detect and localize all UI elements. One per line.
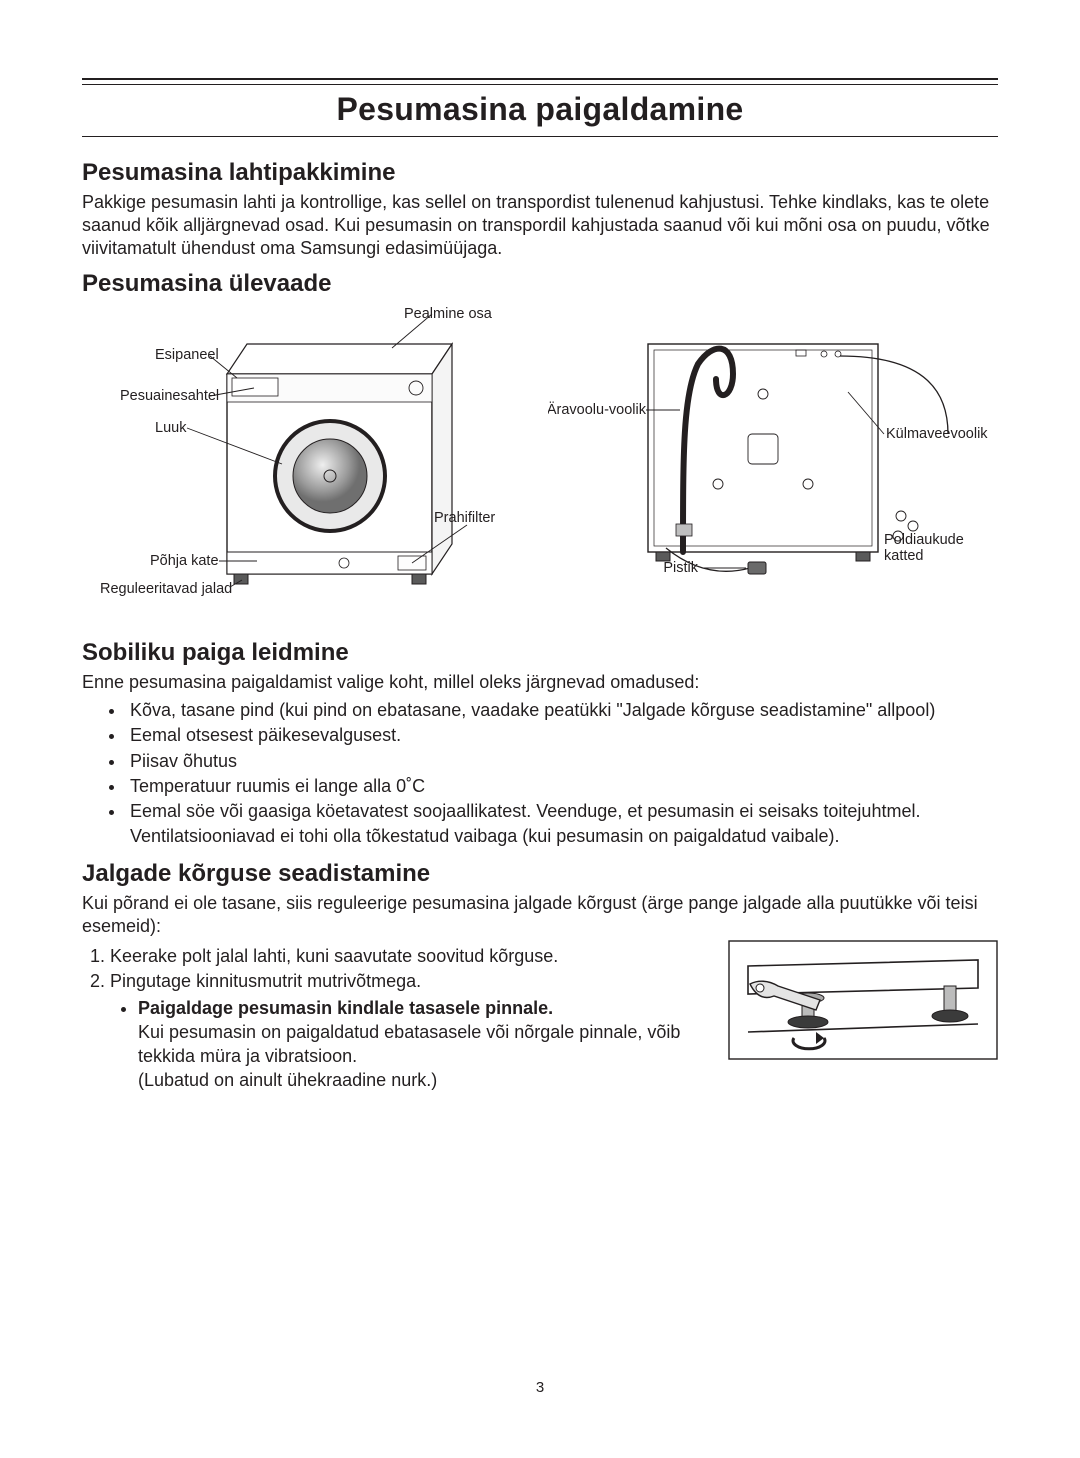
front-view-diagram: Esipaneel Pesuainesahtel Luuk Põhja kate… [82, 304, 522, 619]
rear-view-diagram: Äravoolu-voolik Külmaveevoolik Pistik Pi… [548, 304, 988, 619]
title-underline [82, 136, 998, 137]
label-pesuainesahtel: Pesuainesahtel [120, 388, 219, 404]
page-title: Pesumasina paigaldamine [82, 91, 998, 128]
document-page: Pesumasina paigaldamine Pesumasina lahti… [0, 0, 1080, 1436]
list-item: Paigaldage pesumasin kindlale tasasele p… [138, 996, 710, 1093]
step-2-text: Pingutage kinnitusmutrit mutrivõtmega. [110, 971, 421, 991]
label-reguleeritavad-jalad: Reguleeritavad jalad [100, 581, 232, 597]
intro-location: Enne pesumasina paigaldamist valige koht… [82, 671, 998, 694]
list-item: Keerake polt jalal lahti, kuni saavutate… [110, 944, 710, 968]
label-luuk: Luuk [155, 420, 187, 436]
location-bullets: Kõva, tasane pind (kui pind on ebatasane… [82, 698, 998, 848]
label-prahifilter: Prahifilter [434, 510, 495, 526]
top-double-rule [82, 78, 998, 85]
label-esipaneel: Esipaneel [155, 347, 219, 363]
list-item: Pingutage kinnitusmutrit mutrivõtmega. P… [110, 969, 710, 1092]
heading-overview: Pesumasina ülevaade [82, 270, 998, 298]
levelling-steps: Keerake polt jalal lahti, kuni saavutate… [82, 944, 710, 1093]
step-2b-bold: Paigaldage pesumasin kindlale tasasele p… [138, 998, 553, 1018]
list-item: Eemal söe või gaasiga köetavatest soojaa… [126, 799, 998, 848]
label-pohja-kate: Põhja kate [150, 553, 219, 569]
page-number: 3 [82, 1379, 998, 1396]
label-kulmaveevolik: Külmaveevoolik [886, 426, 988, 442]
label-aravoolu-voolik: Äravoolu-voolik [548, 401, 647, 418]
label-pealmine-osa: Pealmine osa [404, 306, 493, 322]
list-item: Temperatuur ruumis ei lange alla 0˚C [126, 774, 998, 798]
step-2b-body: Kui pesumasin on paigaldatud ebatasasele… [138, 1022, 680, 1066]
list-item: Eemal otsesest päikesevalgusest. [126, 723, 998, 747]
step-2b-note: (Lubatud on ainult ühekraadine nurk.) [138, 1070, 437, 1090]
list-item: Piisav õhutus [126, 749, 998, 773]
heading-unpacking: Pesumasina lahtipakkimine [82, 159, 998, 187]
list-item: Kõva, tasane pind (kui pind on ebatasane… [126, 698, 998, 722]
levelling-diagram [728, 940, 998, 1099]
heading-levelling: Jalgade kõrguse seadistamine [82, 860, 998, 888]
heading-location: Sobiliku paiga leidmine [82, 639, 998, 667]
intro-levelling: Kui põrand ei ole tasane, siis reguleeri… [82, 892, 998, 938]
body-unpacking: Pakkige pesumasin lahti ja kontrollige, … [82, 191, 998, 260]
overview-diagrams: Esipaneel Pesuainesahtel Luuk Põhja kate… [82, 304, 998, 619]
levelling-row: Keerake polt jalal lahti, kuni saavutate… [82, 940, 998, 1099]
label-poldiaukude-2: katted [884, 548, 924, 564]
